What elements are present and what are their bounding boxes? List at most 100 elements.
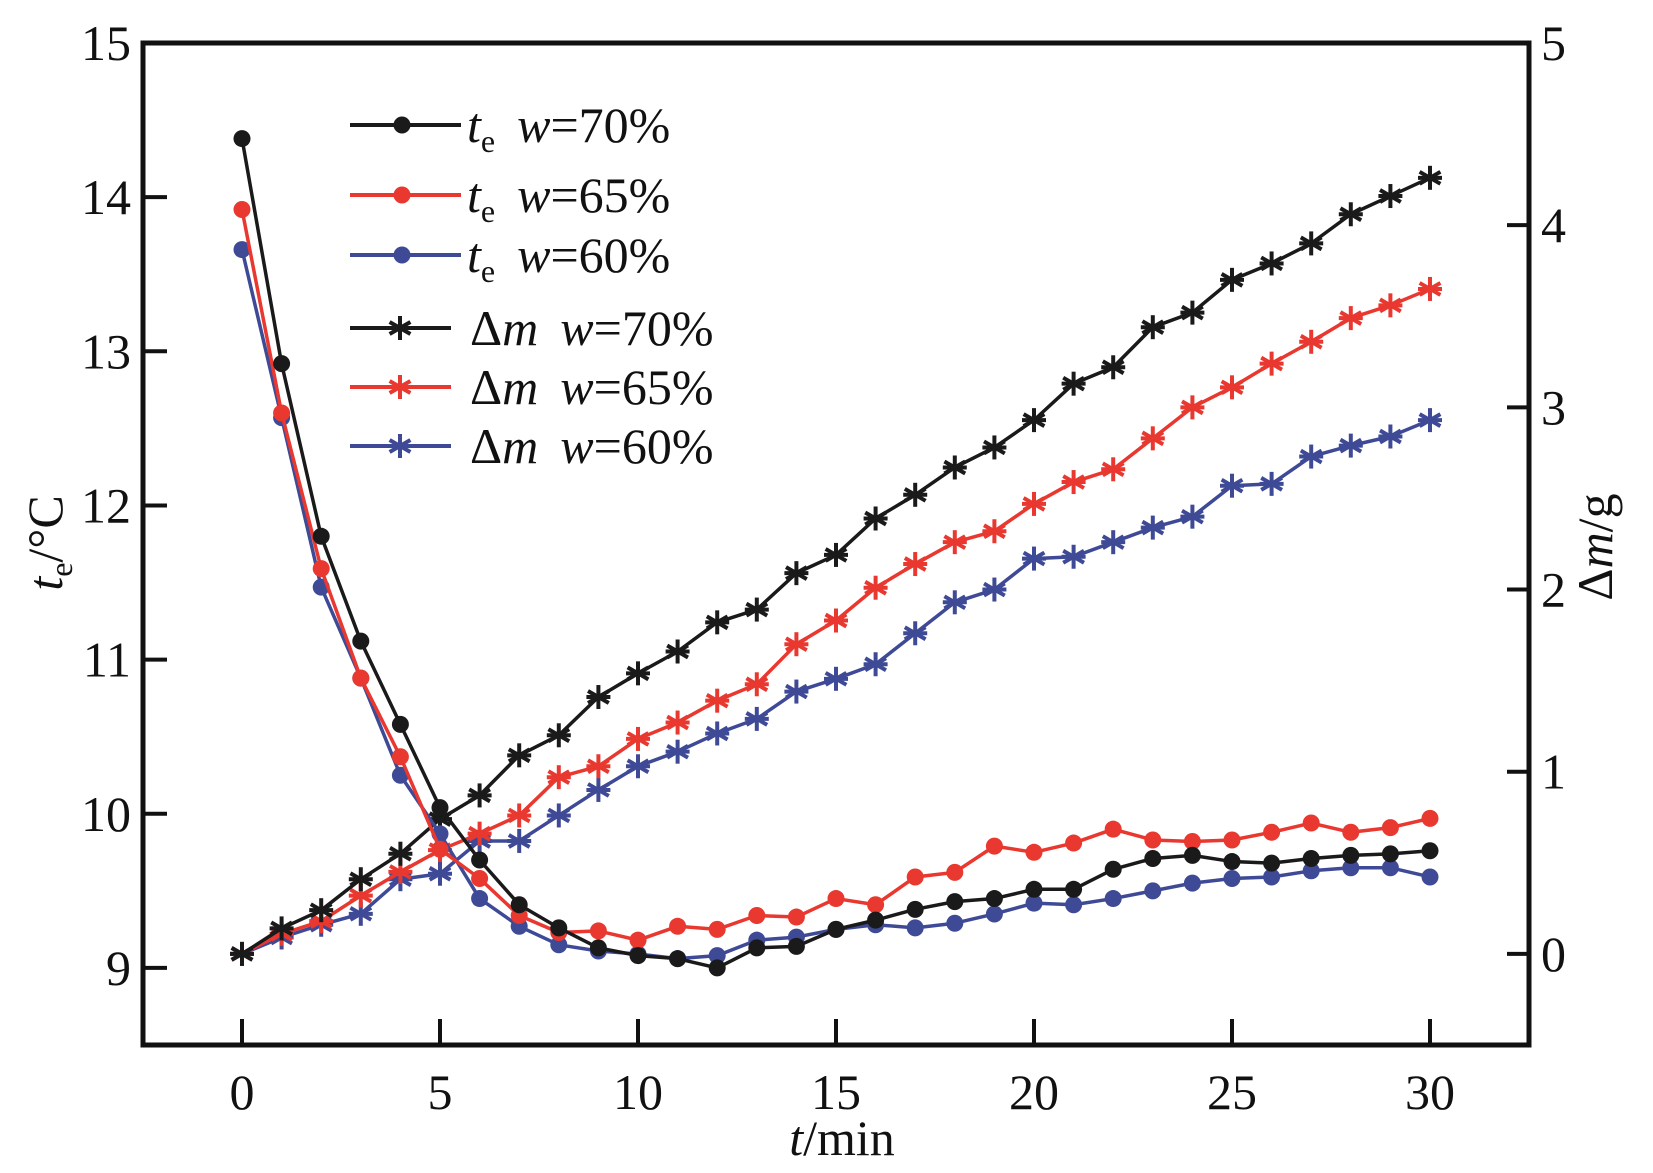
circle-marker (352, 669, 370, 687)
circle-marker (550, 919, 568, 937)
circle-marker (1144, 882, 1162, 900)
x-axis-title-var: t (789, 1110, 804, 1166)
star-marker (942, 530, 967, 555)
star-marker (824, 542, 848, 567)
circle-marker (985, 890, 1003, 908)
right-y-tick-label: 0 (1541, 926, 1566, 982)
legend-star-marker (388, 316, 412, 340)
x-axis-ticks: 0 5 10 15 20 25 30 (230, 1019, 1455, 1120)
star-marker (586, 777, 611, 802)
circle-marker (1302, 849, 1320, 867)
left-y-axis-title-var: t (17, 576, 73, 591)
circle-marker (1025, 880, 1043, 898)
star-marker (665, 710, 690, 735)
circle-marker (1263, 854, 1281, 872)
circle-marker (471, 870, 489, 888)
series-te-60 (233, 241, 1439, 968)
legend-label: Δm w=60% (470, 418, 713, 474)
star-marker (1022, 546, 1046, 571)
star-marker (665, 739, 690, 764)
star-marker (586, 685, 611, 710)
star-marker (626, 754, 650, 779)
circle-marker (629, 947, 647, 965)
circle-marker (1065, 834, 1083, 852)
circle-marker (1025, 894, 1043, 912)
right-y-tick-label: 3 (1541, 379, 1566, 435)
circle-marker (708, 920, 726, 938)
star-marker (1259, 251, 1284, 276)
star-marker (1299, 231, 1324, 256)
circle-marker (1104, 820, 1122, 838)
star-marker (982, 435, 1007, 460)
star-marker (1220, 267, 1244, 292)
circle-marker (1381, 859, 1399, 877)
star-marker (942, 590, 967, 615)
circle-marker (1144, 849, 1162, 867)
legend-item: te w=65% (350, 167, 670, 229)
star-marker (1418, 276, 1442, 301)
star-marker (1180, 300, 1205, 325)
legend-item: te w=60% (350, 227, 670, 289)
circle-marker (233, 130, 251, 148)
star-marker (309, 898, 334, 923)
circle-marker (1342, 859, 1360, 877)
circle-marker (391, 748, 409, 766)
left-y-tick-label: 15 (81, 15, 131, 71)
circle-marker (1183, 846, 1201, 864)
legend-star-marker (388, 375, 412, 399)
circle-marker (1065, 896, 1083, 914)
circle-marker (946, 863, 964, 881)
circle-marker (1223, 853, 1241, 871)
star-marker (1220, 473, 1244, 498)
x-tick-label: 30 (1405, 1064, 1455, 1120)
series-dm-60 (230, 408, 1442, 966)
star-marker (388, 841, 413, 866)
star-marker (1259, 471, 1284, 496)
star-marker (824, 608, 848, 633)
left-y-tick-label: 10 (81, 786, 131, 842)
left-y-tick-label: 14 (81, 169, 131, 225)
circle-marker (946, 914, 964, 932)
star-marker (1378, 293, 1403, 318)
circle-marker (391, 715, 409, 733)
circle-marker (273, 404, 291, 422)
left-y-axis-title: te/°C (17, 495, 79, 590)
circle-marker (906, 919, 924, 937)
star-marker (230, 941, 254, 966)
circle-marker (393, 116, 411, 134)
star-marker (1378, 184, 1403, 209)
right-y-axis-title: Δm/g (1567, 493, 1623, 600)
circle-marker (1381, 819, 1399, 837)
right-y-tick-label: 1 (1541, 744, 1566, 800)
circle-marker (629, 931, 647, 949)
circle-marker (1144, 831, 1162, 849)
star-marker (546, 803, 571, 828)
left-y-tick-label: 11 (83, 632, 131, 688)
circle-marker (827, 920, 845, 938)
circle-marker (352, 632, 370, 650)
left-y-tick-label: 9 (106, 940, 131, 996)
series-dm-70 (230, 165, 1442, 966)
star-marker (665, 639, 690, 664)
star-marker (1061, 371, 1086, 396)
star-marker (705, 688, 730, 713)
star-marker (1101, 457, 1126, 482)
star-marker (744, 706, 769, 731)
legend-item: Δm w=70% (350, 300, 713, 356)
star-marker (1101, 355, 1126, 380)
series-line (240, 209, 1431, 942)
star-marker (784, 561, 809, 586)
legend-label: Δm w=70% (470, 300, 713, 356)
circle-marker (1104, 860, 1122, 878)
circle-marker (867, 911, 885, 929)
star-marker (626, 726, 650, 751)
circle-marker (1183, 874, 1201, 892)
star-marker (1140, 515, 1165, 540)
x-axis-title: t/min (789, 1110, 895, 1166)
series-te-65 (233, 200, 1439, 949)
star-marker (982, 577, 1007, 602)
legend-label: te w=70% (467, 97, 670, 159)
right-y-axis-title-var: m (1567, 532, 1623, 568)
star-marker (1338, 433, 1363, 458)
